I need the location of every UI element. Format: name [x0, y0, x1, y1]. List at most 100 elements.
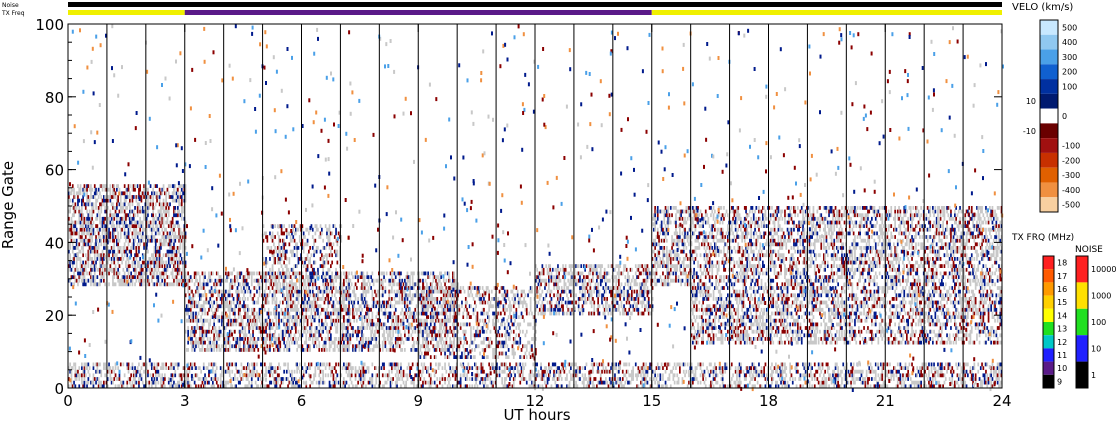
data-cell — [234, 315, 236, 319]
data-cell — [549, 275, 551, 279]
data-cell — [398, 282, 401, 287]
data-cell — [162, 231, 165, 236]
data-cell — [134, 260, 136, 265]
data-cell — [217, 337, 219, 341]
data-cell — [123, 209, 126, 214]
data-cell — [158, 260, 161, 265]
data-cell — [152, 220, 154, 225]
data-cell — [158, 242, 161, 247]
data-cell — [341, 286, 344, 290]
data-cell — [167, 275, 170, 279]
data-cell — [278, 337, 280, 341]
data-cell — [480, 326, 483, 330]
data-cell — [158, 246, 161, 250]
data-cell — [532, 326, 535, 330]
data-cell — [278, 238, 280, 243]
data-cell — [91, 267, 93, 272]
data-cell — [249, 315, 252, 319]
data-cell — [440, 340, 442, 345]
data-cell — [296, 318, 298, 323]
data-cell — [103, 202, 105, 207]
data-cell — [492, 318, 494, 323]
data-cell — [291, 249, 293, 254]
data-cell — [309, 333, 311, 338]
data-cell — [449, 278, 452, 283]
data-cell — [132, 267, 135, 272]
data-cell — [385, 271, 388, 276]
data-cell — [498, 326, 501, 330]
data-cell — [429, 355, 432, 359]
data-cell — [87, 213, 90, 218]
data-cell — [406, 271, 409, 276]
data-cell — [81, 267, 83, 272]
data-cell — [315, 275, 318, 279]
data-cell — [212, 340, 214, 345]
data-cell — [305, 307, 308, 312]
data-cell — [92, 264, 95, 268]
data-cell — [126, 275, 129, 279]
data-cell — [248, 307, 250, 312]
data-cell — [449, 315, 452, 319]
data-cell — [141, 264, 144, 268]
data-cell — [192, 297, 195, 301]
data-cell — [332, 286, 335, 290]
data-cell — [200, 293, 202, 298]
data-cell — [119, 246, 122, 250]
data-cell — [424, 348, 427, 352]
data-cell — [239, 348, 241, 352]
data-cell — [305, 286, 308, 290]
data-cell — [493, 311, 496, 316]
data-cell — [512, 348, 515, 352]
data-cell — [468, 293, 471, 298]
data-cell — [453, 278, 455, 283]
data-cell — [296, 227, 298, 232]
data-cell — [145, 275, 148, 279]
data-cell — [279, 340, 282, 345]
data-cell — [100, 275, 103, 279]
data-cell — [91, 249, 93, 254]
data-cell — [584, 289, 586, 294]
data-cell — [448, 278, 450, 283]
data-cell — [407, 275, 410, 279]
data-cell — [70, 267, 73, 272]
data-cell — [157, 264, 160, 268]
data-cell — [436, 289, 439, 294]
data-cell — [324, 286, 327, 290]
data-cell — [84, 278, 87, 283]
data-cell — [127, 271, 130, 276]
data-cell — [422, 307, 424, 312]
data-cell — [119, 206, 122, 210]
data-cell — [423, 318, 426, 323]
data-cell — [106, 249, 109, 254]
data-cell — [396, 340, 398, 345]
data-cell — [330, 297, 332, 301]
data-cell — [135, 278, 138, 283]
data-cell — [258, 293, 261, 298]
data-cell — [208, 307, 210, 312]
data-cell — [131, 216, 134, 221]
data-cell — [420, 351, 423, 356]
data-cell — [427, 348, 429, 352]
data-cell — [250, 278, 253, 283]
data-cell — [440, 286, 442, 290]
data-cell — [148, 267, 151, 272]
data-cell — [184, 329, 187, 334]
data-cell — [99, 282, 101, 287]
data-cell — [157, 227, 160, 232]
data-cell — [165, 253, 167, 258]
data-cell — [254, 344, 257, 349]
data-cell — [410, 311, 413, 316]
data-cell — [260, 326, 262, 330]
data-cell — [327, 238, 330, 243]
data-cell — [589, 267, 592, 272]
data-cell — [317, 289, 319, 294]
data-cell — [214, 282, 217, 287]
data-cell — [511, 351, 514, 356]
txfreq-label: TX Freq — [1, 10, 25, 17]
data-cell — [169, 235, 171, 239]
data-cell — [401, 293, 404, 298]
data-cell — [69, 267, 71, 272]
data-cell — [189, 304, 192, 309]
data-cell — [99, 213, 101, 218]
data-cell — [274, 329, 276, 334]
